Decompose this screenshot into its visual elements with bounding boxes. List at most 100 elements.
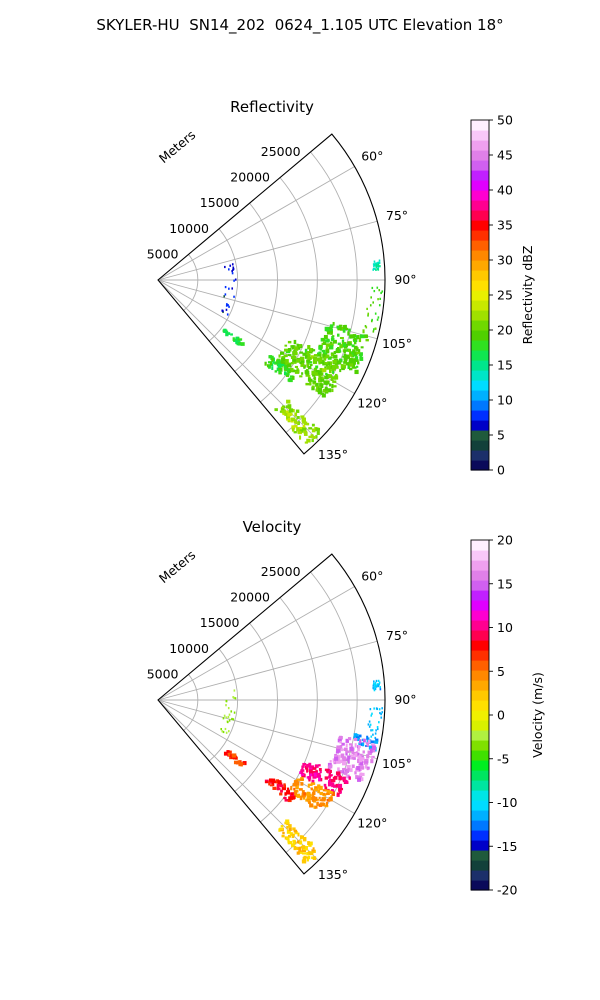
echo-gate [348, 328, 351, 332]
echo-gate [225, 731, 228, 734]
echo-gate [233, 711, 236, 714]
echo-gate [299, 351, 303, 354]
echo-gate [355, 736, 360, 740]
echo-gate [311, 779, 315, 784]
echo-gate [377, 265, 380, 268]
echo-gate [323, 380, 328, 385]
echo-gate [279, 792, 283, 796]
echo-gate [290, 796, 296, 800]
echo-gate [376, 683, 379, 686]
echo-gate [377, 298, 379, 301]
echo-gate [290, 361, 294, 365]
echo-gate [372, 686, 375, 689]
echo-gate [329, 343, 334, 347]
echo-gate [288, 827, 292, 831]
echo-gate [284, 792, 287, 796]
echo-gate [366, 735, 369, 740]
echo-gate [327, 388, 332, 393]
echo-gate [353, 736, 356, 739]
echo-gate [292, 827, 296, 831]
echo-gate [366, 754, 370, 759]
echo-gate [318, 361, 321, 365]
echo-gate [373, 260, 376, 263]
echo-gate [370, 743, 376, 746]
echo-gate [319, 799, 324, 802]
echo-gate [307, 776, 312, 780]
echo-gate [296, 416, 300, 419]
echo-gate [374, 683, 377, 686]
echo-gate [304, 354, 308, 359]
echo-gate [293, 431, 297, 434]
echo-gate [373, 740, 379, 744]
echo-gate [329, 760, 332, 763]
radial-tick-label: 10000 [169, 641, 209, 656]
echo-gate [375, 266, 378, 269]
echo-gate [318, 378, 322, 383]
echo-gate [268, 365, 271, 369]
grid-spoke [157, 220, 378, 281]
echo-gate [366, 307, 368, 311]
echo-gate [279, 361, 284, 365]
echo-gate [308, 855, 311, 860]
echo-gate [223, 714, 226, 717]
echo-gate [322, 389, 326, 393]
echo-gate [355, 365, 359, 368]
echo-layer [221, 259, 384, 444]
echo-gate [352, 358, 357, 362]
echo-gate [316, 430, 320, 435]
colorbar-band [471, 580, 489, 591]
echo-gate [276, 787, 281, 790]
echo-gate [341, 777, 345, 780]
echo-gate [367, 723, 370, 726]
echo-gate [343, 349, 346, 354]
echo-gate [329, 769, 332, 774]
colorbar-band [471, 290, 489, 301]
echo-gate [222, 730, 225, 734]
echo-gate [322, 361, 327, 366]
colorbar-tick-label: 15 [497, 576, 513, 591]
echo-gate [353, 337, 357, 341]
colorbar-tick-label: 25 [497, 288, 513, 303]
echo-gate [366, 767, 369, 771]
echo-gate [291, 345, 296, 350]
echo-gate [330, 795, 333, 798]
echo-gate [312, 435, 316, 440]
echo-gate [274, 370, 278, 373]
echo-gate [336, 325, 340, 329]
echo-gate [377, 267, 379, 271]
echo-gate [291, 425, 296, 430]
echo-gate [349, 350, 352, 355]
echo-gate [295, 785, 299, 790]
echo-gate [293, 419, 298, 424]
velocity-panel: Velocity 5000 10000 15000 20000 25000 60° 75°… [147, 518, 545, 898]
angular-tick-label: 90° [394, 692, 416, 707]
colorbar-tick-label: 35 [497, 218, 513, 233]
echo-gate [375, 707, 378, 710]
echo-gate [299, 771, 303, 775]
echo-gate [358, 734, 362, 738]
echo-gate [305, 372, 310, 377]
echo-gate [371, 318, 373, 322]
echo-gate [357, 769, 361, 772]
echo-gate [306, 438, 311, 443]
echo-gate [301, 427, 307, 432]
echo-gate [338, 326, 342, 330]
colorbar-band [471, 250, 489, 261]
echo-gate [298, 851, 303, 854]
radial-axis-label: Meters [156, 127, 198, 166]
echo-gate [356, 752, 360, 757]
echo-gate [306, 858, 309, 862]
echo-gate [332, 380, 337, 383]
echo-gate [320, 379, 324, 382]
echo-gate [269, 784, 274, 787]
echo-gate [306, 353, 310, 358]
echo-gate [306, 791, 310, 796]
echo-gate [232, 337, 235, 341]
colorbar-band [471, 770, 489, 781]
echo-gate [372, 328, 375, 331]
echo-gate [230, 710, 233, 713]
echo-gate [318, 777, 321, 782]
echo-gate [313, 354, 318, 357]
echo-gate [287, 340, 292, 344]
echo-gate [325, 339, 329, 343]
